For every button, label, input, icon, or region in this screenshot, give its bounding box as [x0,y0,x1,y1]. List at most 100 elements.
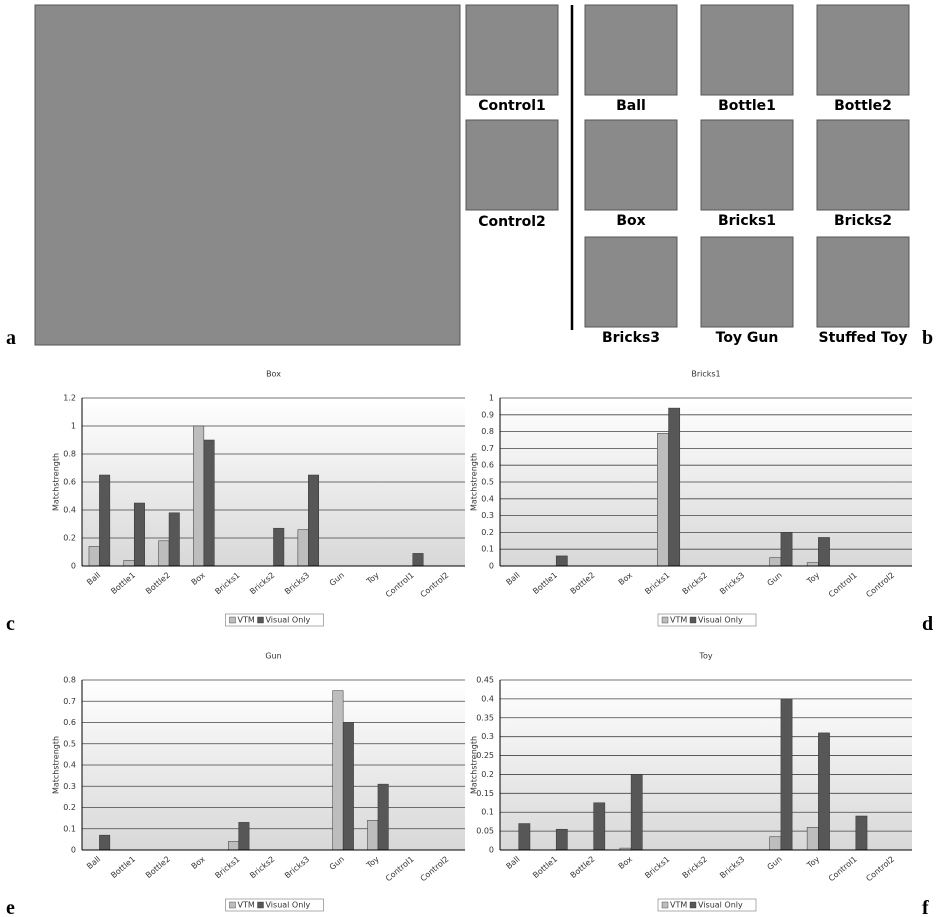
y-tick-label: 0 [489,846,494,855]
x-tick-label: Bricks3 [718,855,746,881]
x-tick-label: Bricks2 [248,571,276,597]
bar [769,836,782,851]
x-tick-label: Control2 [864,855,896,884]
y-tick-label: 0.7 [481,444,494,453]
legend-swatch [257,901,264,909]
x-tick-label: Ball [85,571,102,587]
x-tick-label: Bottle1 [531,855,559,880]
x-tick-label: Bricks2 [248,855,276,881]
legend-swatch [257,616,264,624]
legend-label: VTM [238,616,255,625]
panel-label: f [922,897,929,917]
x-tick-label: Gun [765,571,783,588]
bar [342,722,354,851]
bar [238,822,250,851]
x-tick-label: Bricks2 [681,571,709,597]
x-tick-label: Bottle2 [569,571,597,596]
y-tick-label: 0.4 [63,761,76,770]
y-tick-label: 0.4 [481,694,494,703]
y-tick-label: 0.35 [476,713,494,722]
x-tick-label: Bricks1 [643,855,671,881]
chart-title: Gun [265,652,281,661]
bar [158,540,170,567]
y-tick-label: 1 [489,394,494,403]
y-tick-label: 0.6 [481,461,494,470]
x-tick-label: Box [190,854,207,871]
x-tick-label: Control1 [384,571,416,600]
legend-swatch [661,616,669,624]
x-tick-label: Gun [328,571,346,588]
y-tick-label: 0.8 [63,450,76,459]
x-tick-label: Bottle1 [109,855,137,880]
x-tick-label: Control1 [827,855,859,884]
bar [769,557,782,567]
thumbnail-caption: Ball [616,98,646,114]
thumbnail-image [700,119,794,211]
y-tick-label: 1 [71,422,76,431]
y-tick-label: 0.2 [481,528,494,537]
y-tick-label: 0.2 [63,803,76,812]
x-tick-label: Bricks2 [681,855,709,881]
thumbnail-image [584,119,678,211]
y-axis-label: Matchstrength [52,736,61,794]
bar [593,802,606,851]
chart-title: Toy [698,652,712,661]
x-tick-label: Control2 [419,855,451,884]
x-tick-label: Control1 [827,571,859,600]
x-tick-label: Bottle1 [531,571,559,596]
bar [855,815,868,851]
y-tick-label: 0.2 [63,534,76,543]
y-tick-label: 0 [489,562,494,571]
x-tick-label: Bricks1 [213,855,241,881]
x-tick-label: Bricks1 [643,571,671,597]
y-tick-label: 0.2 [481,770,494,779]
bar [657,433,669,567]
y-tick-label: 0.45 [476,676,494,685]
x-tick-label: Bricks3 [718,571,746,597]
robot-photo [34,4,461,346]
thumbnail-image [816,119,910,211]
x-tick-label: Bricks3 [283,855,311,881]
thumbnail-caption: Bricks3 [602,330,660,346]
bar [123,560,135,567]
x-tick-label: Bottle2 [569,855,597,880]
y-tick-label: 0 [71,846,76,855]
thumbnail-image [584,4,678,96]
x-tick-label: Toy [364,570,381,586]
bar [133,502,145,567]
thumbnail-image [465,119,559,211]
y-axis-label: Matchstrength [470,736,479,794]
y-tick-label: 0 [71,562,76,571]
bar [780,532,793,567]
bar [99,834,111,851]
thumbnail-caption: Toy Gun [716,330,779,346]
x-tick-label: Box [617,570,634,587]
x-tick-label: Ball [504,571,521,587]
thumbnail-caption: Bricks1 [718,213,776,229]
bar [518,823,531,851]
y-tick-label: 0.1 [481,545,494,554]
bar [99,474,111,567]
x-tick-label: Bricks1 [213,571,241,597]
thumbnail-caption: Box [616,213,645,229]
thumbnail-image [584,236,678,328]
bar [367,820,379,851]
y-tick-label: 0.05 [476,827,494,836]
thumbnail-image [465,4,559,96]
legend-swatch [229,901,236,909]
x-tick-label: Bottle2 [144,855,172,880]
x-tick-label: Toy [364,854,381,870]
y-tick-label: 0.7 [63,697,76,706]
bar [88,546,100,567]
x-tick-label: Gun [765,855,783,872]
y-tick-label: 0.8 [63,676,76,685]
legend-swatch [689,901,697,909]
bar [193,425,205,567]
y-tick-label: 0.15 [476,789,494,798]
legend-label: Visual Only [698,616,743,625]
bar [780,698,793,851]
bar [168,512,180,567]
bar [818,537,830,567]
x-tick-label: Control2 [419,571,451,600]
thumbnail-caption: Control1 [478,98,546,114]
